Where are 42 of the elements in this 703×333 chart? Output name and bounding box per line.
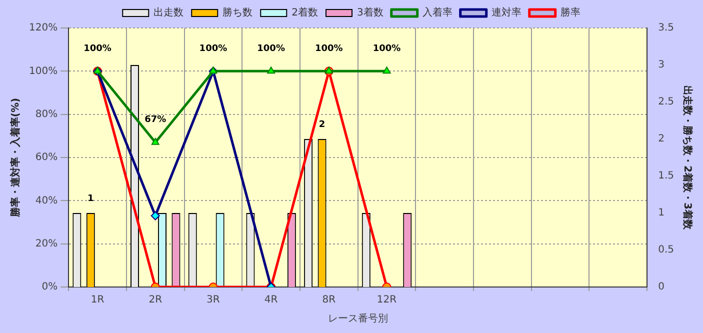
data-label: 100% (257, 44, 285, 54)
data-label: 2 (318, 120, 326, 130)
y-tick-label: 40% (35, 195, 58, 206)
x-tick-label: 12R (376, 294, 397, 306)
y-tick-label: 100% (28, 66, 58, 77)
y2-tick-label: 0 (658, 282, 664, 293)
data-label: 1 (88, 194, 94, 204)
y2-tick-label: 2.5 (658, 96, 674, 108)
x-tick-label: 4R (264, 294, 278, 306)
y-tick-label: 60% (35, 152, 58, 164)
x-tick-label: 3R (206, 294, 220, 306)
y2-tick-label: 3 (658, 60, 664, 71)
y-axis-title: 勝率・連対率・入着率(%) (10, 98, 22, 218)
legend-label: 入着率 (422, 6, 452, 19)
legend-label: 3着数 (357, 6, 384, 19)
x-tick-label: 1R (90, 294, 104, 306)
y-tick-label: 0% (42, 282, 58, 293)
legend-label: 連対率 (491, 6, 522, 19)
data-label: 100% (372, 44, 401, 54)
y2-tick-label: 0.5 (658, 244, 674, 256)
y2-tick-label: 1 (658, 208, 664, 219)
y-tick-label: 80% (35, 108, 58, 120)
point (382, 66, 391, 74)
data-label: 67% (144, 115, 166, 126)
point (267, 66, 276, 74)
y2-tick-label: 2 (658, 134, 664, 145)
y-tick-label: 120% (28, 22, 58, 34)
data-label: 100% (84, 44, 112, 54)
y2-tick-label: 3.5 (658, 22, 674, 34)
legend-label: 勝率 (560, 6, 580, 19)
point (151, 138, 160, 145)
x-axis-title: レース番号別 (328, 312, 388, 325)
y2-axis-title: 出走数・勝ち数・2着数・3着数 (681, 86, 694, 230)
legend-label: 出走数 (154, 6, 184, 19)
y2-tick-label: 1.5 (658, 170, 674, 182)
y-tick-label: 20% (35, 238, 58, 250)
x-tick-label: 2R (148, 294, 162, 306)
legend-label: 勝ち数 (222, 6, 253, 19)
legend-label: 2着数 (292, 6, 318, 19)
x-tick-label: 8R (322, 294, 336, 306)
data-label: 100% (315, 44, 343, 54)
data-label: 100% (199, 44, 228, 54)
